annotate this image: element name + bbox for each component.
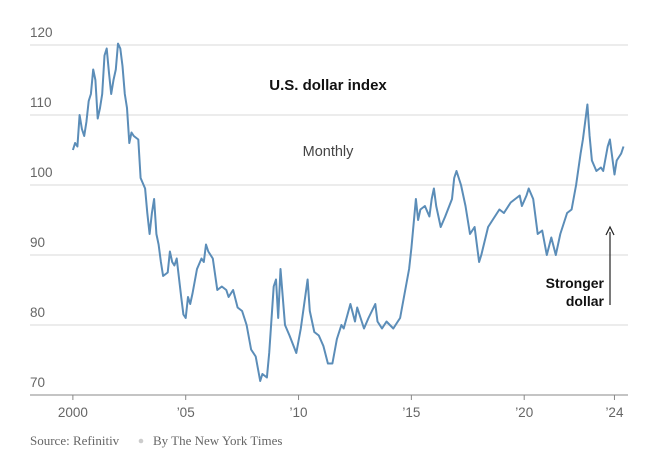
- y-tick-label: 120: [30, 25, 53, 40]
- x-tick-label: ’24: [605, 405, 624, 420]
- chart-subtitle: Monthly: [303, 144, 355, 160]
- y-tick-label: 90: [30, 235, 45, 250]
- plot-area: 70 80 90 100 110 120 2000 ’05 ’10 ’15 ’20 ’24: [30, 25, 628, 420]
- x-tick-label: ’15: [402, 405, 420, 420]
- separator-dot: [138, 438, 144, 444]
- x-tick-label: ’20: [515, 405, 533, 420]
- source: Source: Refinitiv: [30, 433, 120, 448]
- annotation: Stronger dollar: [546, 275, 605, 309]
- x-tick-label: ’10: [290, 405, 308, 420]
- chart-title: U.S. dollar index: [269, 77, 387, 94]
- x-tick-label: ’05: [177, 405, 195, 420]
- annotation-arrowhead: [605, 225, 615, 236]
- data-line: [71, 42, 625, 382]
- y-tick-label: 70: [30, 375, 45, 390]
- credit: By The New York Times: [153, 433, 282, 448]
- y-tick-label: 110: [30, 95, 52, 110]
- y-tick-label: 100: [30, 165, 53, 180]
- x-tick-label: 2000: [58, 405, 88, 420]
- y-tick-label: 80: [30, 305, 45, 320]
